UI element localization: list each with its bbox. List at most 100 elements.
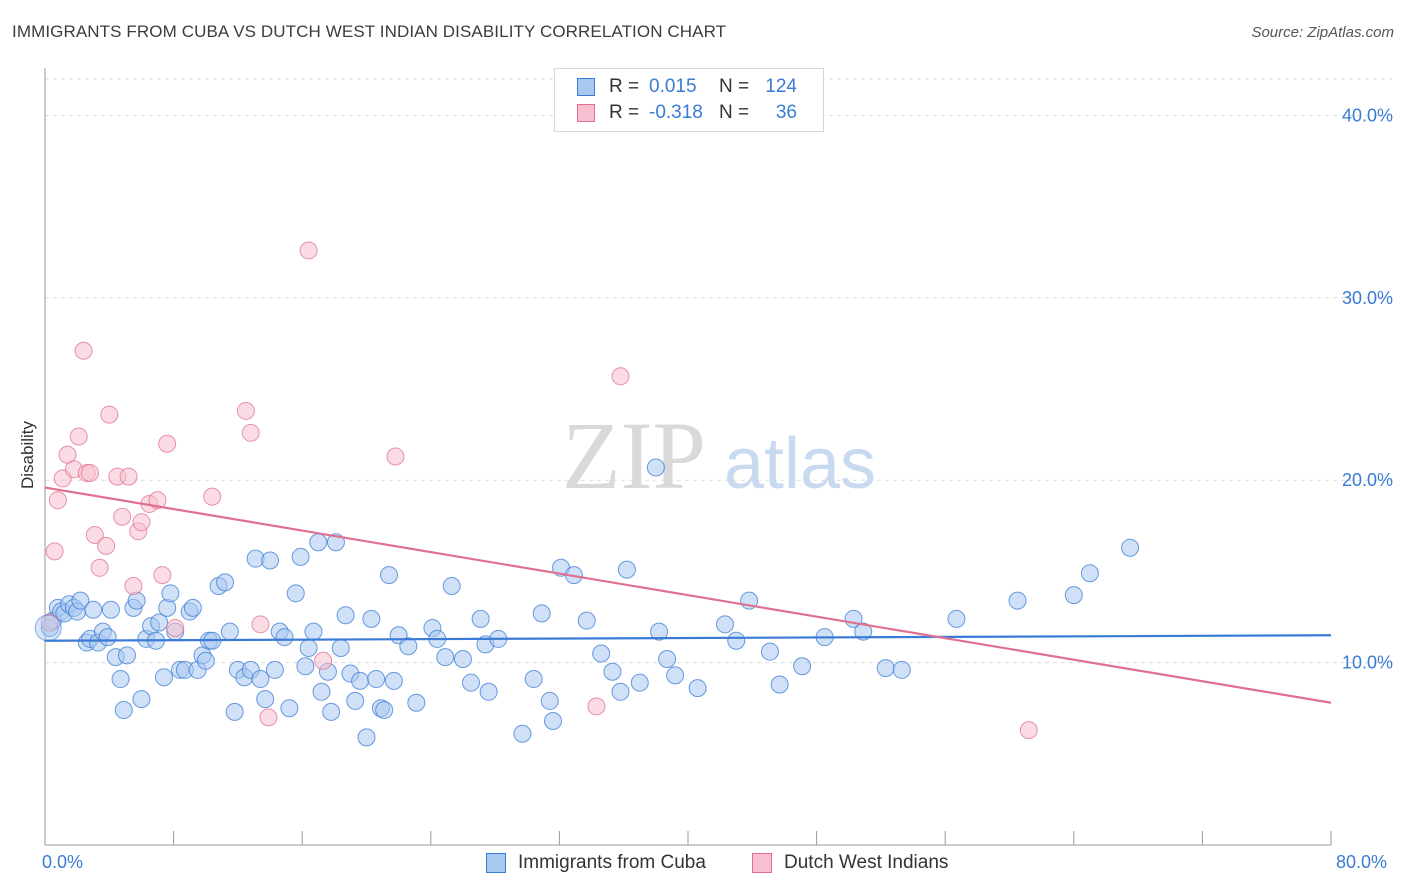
- trendline-dutch: [44, 486, 1332, 704]
- point-cuba: [617, 560, 636, 579]
- point-cuba: [630, 673, 649, 692]
- legend-n-value: 36: [775, 102, 797, 123]
- point-cuba: [261, 551, 280, 570]
- legend-r-value: 0.015: [649, 76, 697, 97]
- y-tick-label: 10.0%: [1342, 653, 1393, 673]
- point-cuba: [362, 609, 381, 628]
- point-dutch: [90, 558, 109, 577]
- point-dutch: [611, 367, 630, 386]
- point-cuba: [111, 670, 130, 689]
- point-dutch: [85, 525, 104, 544]
- legend-swatch-cuba: [577, 78, 595, 96]
- point-cuba: [479, 682, 498, 701]
- x-tick-max: 80.0%: [1336, 852, 1388, 872]
- point-cuba: [98, 628, 117, 647]
- legend-row-cuba: R = 0.015 N = 124: [577, 74, 797, 100]
- legend-item-dutch: Dutch West Indians: [752, 852, 948, 874]
- point-cuba: [1064, 586, 1083, 605]
- point-dutch: [251, 615, 270, 634]
- point-cuba: [296, 657, 315, 676]
- point-dutch: [158, 434, 177, 453]
- point-dutch: [69, 427, 88, 446]
- data-points: [34, 241, 1140, 747]
- point-cuba: [357, 728, 376, 747]
- point-cuba: [309, 533, 328, 552]
- y-tick-label: 40.0%: [1342, 105, 1393, 125]
- point-dutch: [74, 341, 93, 360]
- point-cuba: [646, 458, 665, 477]
- point-cuba: [183, 598, 202, 617]
- point-dutch: [81, 463, 100, 482]
- point-dutch: [299, 241, 318, 260]
- point-cuba: [196, 651, 215, 670]
- point-cuba: [399, 637, 418, 656]
- point-cuba: [577, 611, 596, 630]
- point-cuba: [101, 600, 120, 619]
- watermark: ZIP atlas: [562, 402, 876, 509]
- point-cuba: [666, 666, 685, 685]
- legend-label-cuba: Immigrants from Cuba: [518, 852, 706, 873]
- chart-title: IMMIGRANTS FROM CUBA VS DUTCH WEST INDIA…: [12, 22, 727, 41]
- point-cuba: [225, 702, 244, 721]
- point-cuba: [1080, 564, 1099, 583]
- point-cuba: [280, 699, 299, 718]
- point-cuba: [442, 577, 461, 596]
- point-cuba: [1121, 538, 1140, 557]
- point-cuba: [336, 606, 355, 625]
- legend-item-cuba: Immigrants from Cuba: [486, 852, 706, 874]
- legend-n-label: N =: [719, 102, 750, 123]
- point-cuba: [532, 604, 551, 623]
- axes: [44, 68, 1332, 846]
- point-cuba: [291, 547, 310, 566]
- point-cuba: [304, 622, 323, 641]
- point-dutch: [40, 613, 59, 632]
- grid-lines: [45, 78, 1392, 664]
- legend-swatch-dutch: [752, 853, 772, 873]
- point-cuba: [117, 646, 136, 665]
- point-cuba: [34, 614, 62, 642]
- point-cuba: [312, 682, 331, 701]
- point-cuba: [256, 690, 275, 709]
- point-cuba: [760, 642, 779, 661]
- point-cuba: [892, 660, 911, 679]
- watermark-zip: ZIP: [562, 402, 706, 509]
- point-cuba: [265, 660, 284, 679]
- point-cuba: [286, 584, 305, 603]
- point-cuba: [947, 609, 966, 628]
- trendline-cuba: [44, 634, 1332, 642]
- point-cuba: [770, 675, 789, 694]
- point-cuba: [471, 609, 490, 628]
- point-cuba: [658, 649, 677, 668]
- legend-r-value: -0.318: [649, 102, 703, 123]
- trend-lines: [44, 486, 1332, 704]
- point-dutch: [166, 618, 185, 637]
- series-legend: Immigrants from Cuba Dutch West Indians: [0, 852, 1406, 876]
- y-tick-label: 30.0%: [1342, 288, 1393, 308]
- point-cuba: [275, 628, 294, 647]
- point-cuba: [150, 613, 169, 632]
- point-cuba: [603, 662, 622, 681]
- point-cuba: [132, 690, 151, 709]
- point-cuba: [453, 649, 472, 668]
- point-cuba: [727, 631, 746, 650]
- point-cuba: [299, 639, 318, 658]
- point-dutch: [97, 536, 116, 555]
- point-cuba: [84, 600, 103, 619]
- point-dutch: [100, 405, 119, 424]
- point-cuba: [127, 591, 146, 610]
- legend-r-label: R =: [609, 76, 640, 97]
- point-cuba: [322, 702, 341, 721]
- point-cuba: [71, 591, 90, 610]
- point-cuba: [384, 671, 403, 690]
- point-cuba: [436, 648, 455, 667]
- point-dutch: [587, 697, 606, 716]
- y-tick-label: 20.0%: [1342, 470, 1393, 490]
- point-cuba: [540, 691, 559, 710]
- point-dutch: [153, 566, 172, 585]
- point-dutch: [314, 651, 333, 670]
- point-cuba: [407, 693, 426, 712]
- point-dutch: [113, 507, 132, 526]
- legend-label-dutch: Dutch West Indians: [784, 852, 949, 873]
- point-cuba: [331, 639, 350, 658]
